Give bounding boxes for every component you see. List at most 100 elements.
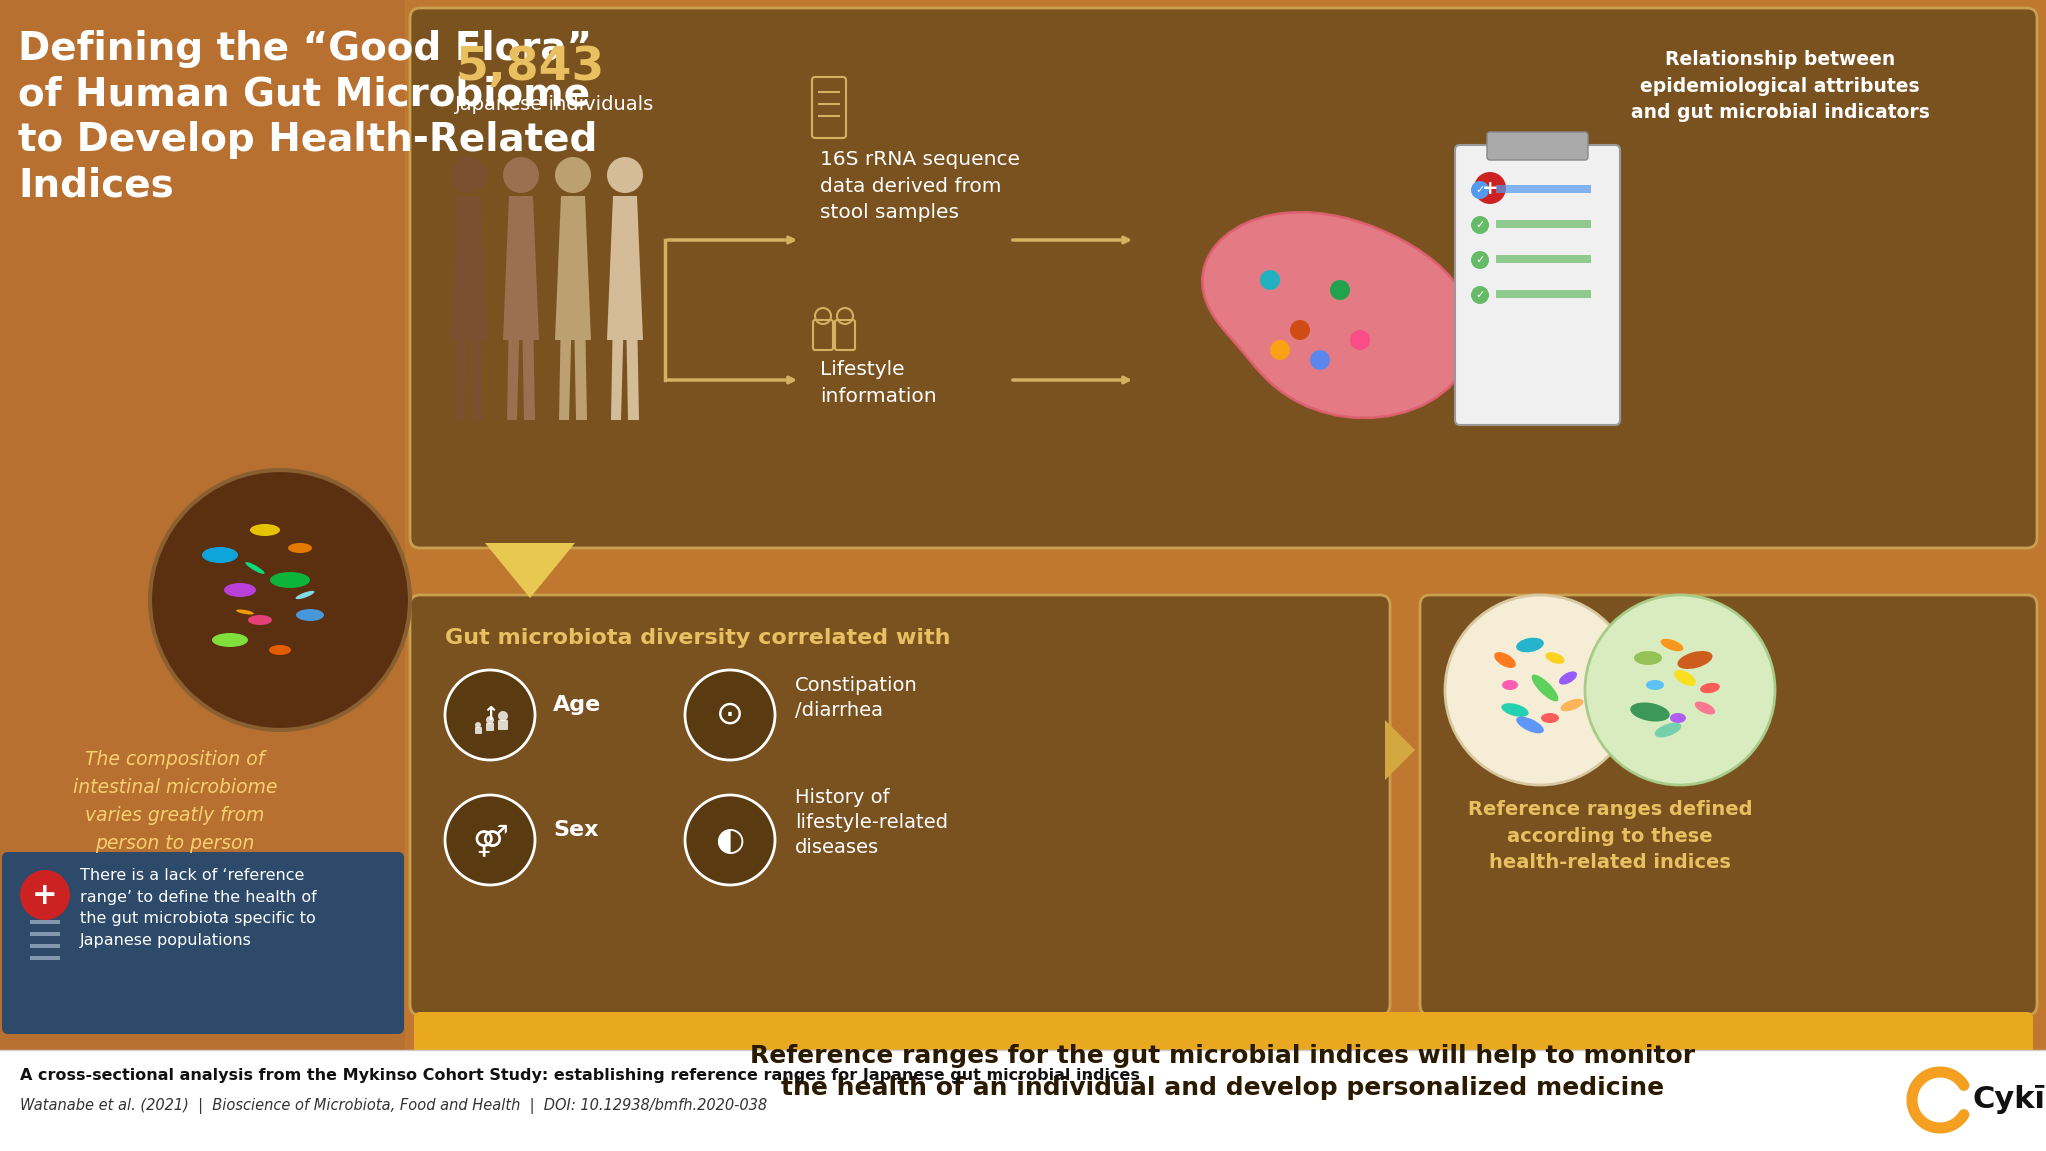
Text: ⚤: ⚤ — [473, 824, 507, 856]
Polygon shape — [507, 310, 520, 420]
Text: +: + — [1481, 178, 1498, 198]
Circle shape — [554, 157, 591, 193]
Circle shape — [1350, 330, 1371, 350]
Circle shape — [1473, 171, 1506, 204]
FancyBboxPatch shape — [497, 721, 507, 730]
Circle shape — [475, 722, 481, 727]
Circle shape — [1471, 216, 1489, 234]
Polygon shape — [522, 310, 534, 420]
Polygon shape — [608, 196, 642, 340]
Text: Sex: Sex — [552, 820, 599, 840]
Circle shape — [685, 795, 775, 885]
FancyBboxPatch shape — [31, 932, 59, 936]
Polygon shape — [485, 543, 575, 599]
Polygon shape — [559, 310, 573, 420]
Circle shape — [20, 870, 70, 920]
Polygon shape — [626, 310, 638, 420]
Text: ✓: ✓ — [1475, 220, 1485, 230]
Ellipse shape — [1694, 701, 1715, 715]
FancyBboxPatch shape — [1420, 595, 2038, 1015]
FancyBboxPatch shape — [31, 956, 59, 960]
Ellipse shape — [297, 609, 323, 622]
Ellipse shape — [213, 633, 248, 647]
Polygon shape — [503, 196, 538, 340]
Ellipse shape — [268, 645, 291, 655]
Ellipse shape — [203, 547, 237, 563]
Text: The composition of
intestinal microbiome
varies greatly from
person to person: The composition of intestinal microbiome… — [74, 750, 276, 853]
Text: A cross-sectional analysis from the Mykinso Cohort Study: establishing reference: A cross-sectional analysis from the Myki… — [20, 1068, 1140, 1083]
Polygon shape — [1203, 212, 1473, 418]
Polygon shape — [450, 196, 487, 340]
FancyBboxPatch shape — [0, 0, 405, 1060]
Circle shape — [1309, 350, 1330, 369]
FancyBboxPatch shape — [1496, 256, 1592, 262]
Circle shape — [444, 795, 534, 885]
Text: ⊙: ⊙ — [716, 698, 745, 731]
Text: Age: Age — [552, 695, 602, 715]
Text: ◐: ◐ — [716, 823, 745, 856]
FancyBboxPatch shape — [2, 852, 403, 1034]
Circle shape — [444, 670, 534, 760]
Ellipse shape — [270, 572, 311, 588]
FancyBboxPatch shape — [409, 8, 2038, 548]
Text: +: + — [33, 881, 57, 909]
Ellipse shape — [1674, 670, 1696, 686]
Polygon shape — [612, 310, 624, 420]
Text: Japanese individuals: Japanese individuals — [454, 96, 655, 114]
Polygon shape — [575, 310, 587, 420]
Ellipse shape — [250, 524, 280, 536]
Polygon shape — [554, 196, 591, 340]
Ellipse shape — [1502, 680, 1518, 689]
Ellipse shape — [1502, 703, 1528, 717]
Ellipse shape — [1532, 674, 1559, 701]
Circle shape — [450, 157, 487, 193]
FancyBboxPatch shape — [1496, 220, 1592, 228]
Circle shape — [608, 157, 642, 193]
Ellipse shape — [1545, 653, 1565, 664]
Ellipse shape — [1516, 717, 1545, 733]
Ellipse shape — [1516, 638, 1545, 653]
Circle shape — [1260, 270, 1281, 290]
FancyBboxPatch shape — [1496, 290, 1592, 298]
Text: Reference ranges defined
according to these
health-related indices: Reference ranges defined according to th… — [1467, 800, 1751, 872]
Circle shape — [149, 470, 409, 730]
Text: 5,843: 5,843 — [454, 45, 604, 90]
Ellipse shape — [248, 615, 272, 625]
FancyBboxPatch shape — [1455, 145, 1620, 425]
Ellipse shape — [295, 590, 315, 600]
Ellipse shape — [1678, 651, 1713, 669]
Circle shape — [1271, 340, 1289, 360]
Text: Relationship between
epidemiological attributes
and gut microbial indicators: Relationship between epidemiological att… — [1631, 49, 1929, 122]
Ellipse shape — [1631, 702, 1670, 722]
Ellipse shape — [1661, 639, 1684, 651]
Text: Reference ranges for the gut microbial indices will help to monitor
the health o: Reference ranges for the gut microbial i… — [751, 1044, 1696, 1100]
Ellipse shape — [1700, 683, 1721, 693]
Circle shape — [503, 157, 538, 193]
Text: ✓: ✓ — [1475, 185, 1485, 195]
FancyBboxPatch shape — [409, 595, 1389, 1015]
Text: 16S rRNA sequence
data derived from
stool samples: 16S rRNA sequence data derived from stoo… — [820, 150, 1021, 222]
Circle shape — [487, 716, 493, 724]
FancyBboxPatch shape — [0, 1050, 2046, 1151]
FancyBboxPatch shape — [1496, 185, 1592, 193]
Circle shape — [1330, 280, 1350, 300]
FancyBboxPatch shape — [487, 723, 493, 731]
Text: Gut microbiota diversity correlated with: Gut microbiota diversity correlated with — [444, 628, 951, 648]
FancyBboxPatch shape — [475, 727, 483, 734]
Polygon shape — [471, 310, 483, 420]
Ellipse shape — [223, 584, 256, 597]
Polygon shape — [1385, 721, 1416, 780]
FancyBboxPatch shape — [31, 944, 59, 948]
Ellipse shape — [246, 562, 264, 574]
Circle shape — [685, 670, 775, 760]
Text: Cykīnso: Cykīnso — [1972, 1085, 2046, 1114]
Circle shape — [1471, 181, 1489, 199]
FancyBboxPatch shape — [413, 1012, 2034, 1131]
Ellipse shape — [1635, 651, 1661, 665]
Ellipse shape — [235, 610, 254, 615]
Ellipse shape — [1561, 699, 1584, 711]
Text: ✓: ✓ — [1475, 290, 1485, 300]
Text: History of
lifestyle-related
diseases: History of lifestyle-related diseases — [796, 787, 947, 856]
FancyBboxPatch shape — [1487, 132, 1588, 160]
Ellipse shape — [1494, 653, 1516, 668]
